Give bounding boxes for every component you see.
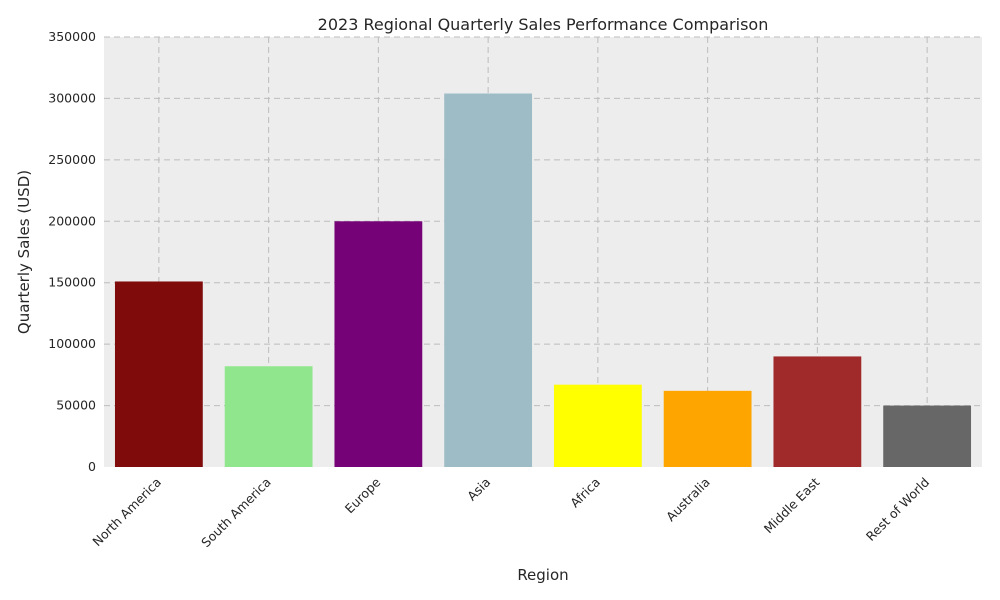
y-tick-label: 0 (88, 459, 96, 474)
bar (224, 366, 313, 467)
y-tick-label: 50000 (56, 398, 96, 413)
x-tick-label: Asia (464, 475, 493, 504)
x-axis-label: Region (517, 566, 568, 584)
x-axis-ticks: North America South America Europe Asia Afri… (89, 474, 932, 550)
bar (553, 384, 642, 467)
x-tick-label: South America (198, 475, 274, 551)
y-tick-label: 200000 (48, 213, 96, 228)
bar (663, 390, 752, 467)
x-tick-label: Middle East (761, 474, 823, 536)
x-tick-label: Australia (663, 475, 713, 525)
x-tick-label: Europe (342, 474, 384, 516)
y-tick-label: 300000 (48, 90, 96, 105)
y-axis-label: Quarterly Sales (USD) (15, 170, 33, 334)
y-tick-label: 350000 (48, 29, 96, 44)
bar (773, 356, 862, 467)
bar (444, 93, 533, 467)
bars (114, 93, 972, 467)
y-axis-ticks: 0 50000 100000 150000 200000 250000 300000 3500… (48, 29, 96, 474)
y-tick-label: 100000 (48, 336, 96, 351)
x-tick-label: North America (89, 475, 164, 550)
chart-title: 2023 Regional Quarterly Sales Performanc… (318, 15, 769, 34)
bar (114, 281, 203, 467)
x-tick-label: Rest of World (863, 475, 932, 544)
bar (334, 221, 423, 467)
bar (883, 405, 972, 467)
y-tick-label: 150000 (48, 275, 96, 290)
y-tick-label: 250000 (48, 152, 96, 167)
x-tick-label: Africa (567, 475, 603, 511)
